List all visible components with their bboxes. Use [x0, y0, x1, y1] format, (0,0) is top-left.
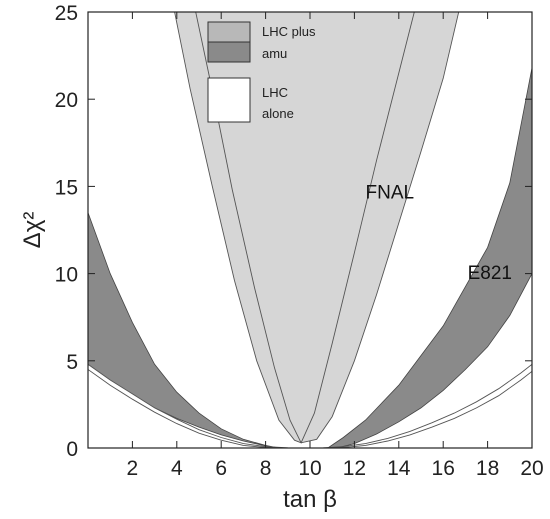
x-tick-label: 18 [476, 457, 499, 480]
x-tick-label: 6 [215, 457, 227, 480]
y-tick-label: 15 [55, 176, 78, 199]
x-tick-label: 8 [260, 457, 272, 480]
y-tick-label: 20 [55, 89, 78, 112]
y-tick-label: 0 [66, 438, 78, 461]
legend-swatch-amu-part [207, 41, 251, 63]
x-axis-ticks: 2 4 6 8 10 12 14 16 18 20 [127, 12, 544, 480]
legend-label-lhc-alone-line2: alone [262, 106, 294, 121]
legend-label-lhc-plus-line2: amu [262, 46, 287, 61]
x-tick-label: 2 [127, 457, 139, 480]
x-tick-label: 12 [343, 457, 366, 480]
legend-label-lhc-alone-line1: LHC [262, 85, 288, 100]
x-tick-label: 10 [298, 457, 321, 480]
y-tick-label: 5 [66, 351, 78, 374]
y-tick-label: 25 [55, 2, 78, 25]
y-axis-title: Δχ² [19, 212, 46, 249]
annotation-fnal: FNAL [366, 183, 415, 204]
y-axis-ticks: 0 5 10 15 20 25 [55, 2, 532, 461]
legend-swatch-lhc-alone [207, 77, 251, 123]
x-tick-label: 16 [432, 457, 455, 480]
x-tick-label: 20 [520, 457, 543, 480]
band-lhc-alone [88, 363, 532, 448]
x-tick-label: 14 [387, 457, 411, 480]
legend-label-lhc-plus-line1: LHC plus [262, 24, 316, 39]
plot-bands [88, 12, 532, 448]
x-axis-title: tan β [283, 486, 337, 513]
legend: LHC plus amu LHC alone [207, 21, 316, 123]
y-tick-label: 10 [55, 264, 78, 287]
x-tick-label: 4 [171, 457, 183, 480]
annotation-e821: E821 [468, 263, 512, 284]
band-e821-right [327, 67, 532, 448]
